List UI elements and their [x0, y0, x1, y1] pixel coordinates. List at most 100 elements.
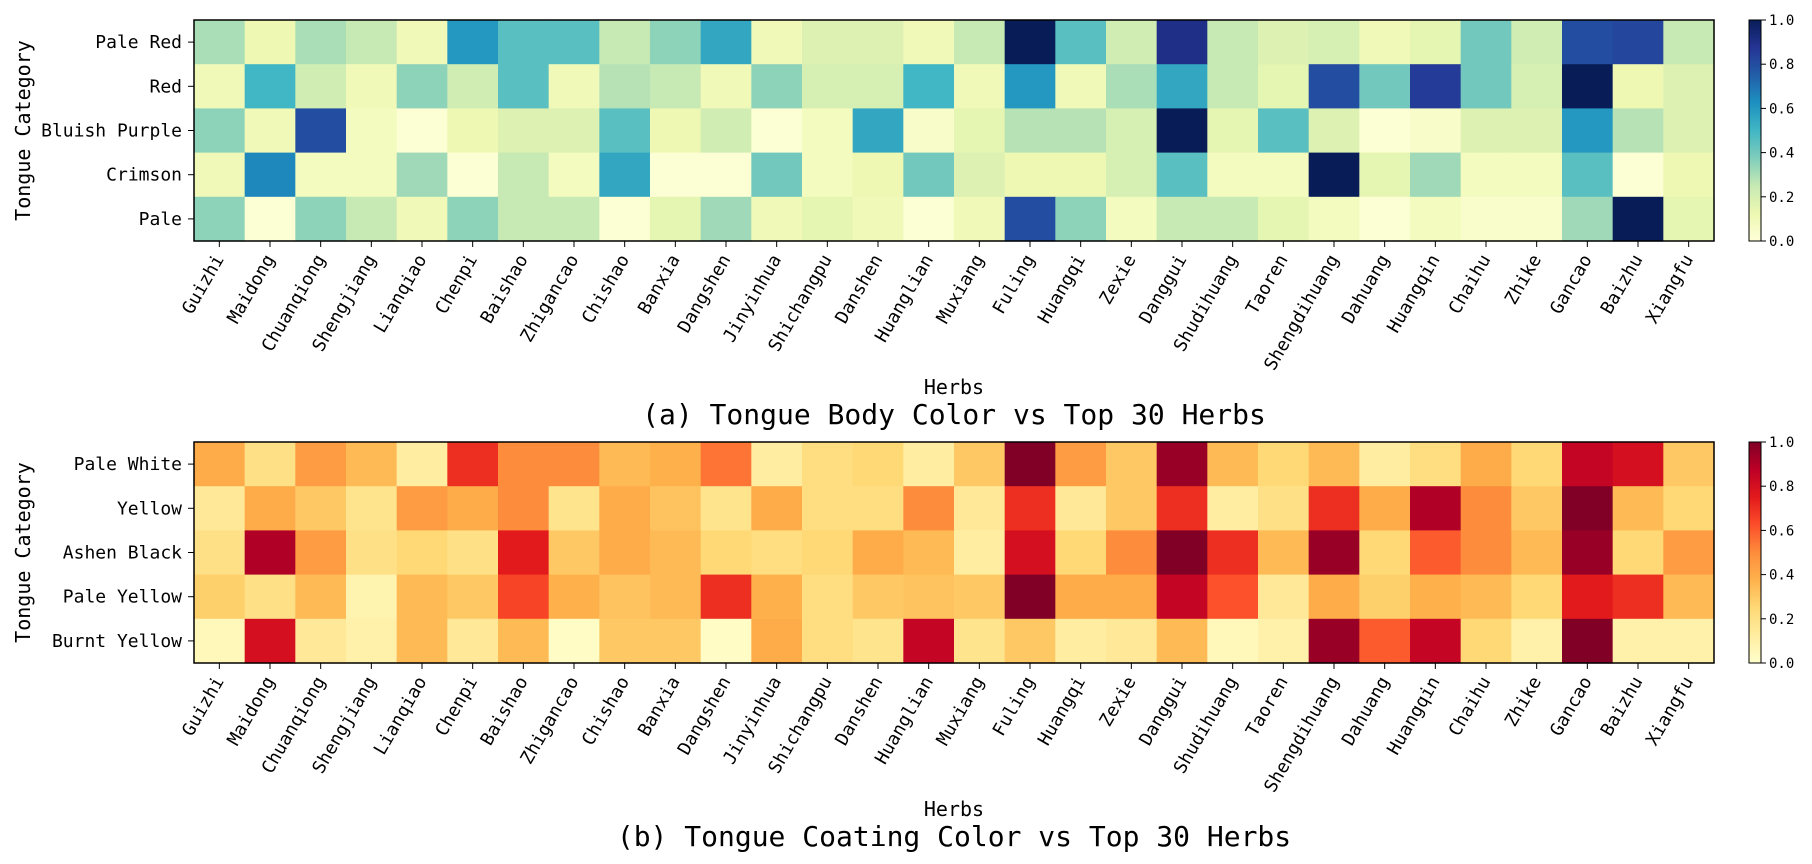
heatmap-cell: [903, 20, 955, 65]
heatmap-cell: [1156, 152, 1208, 198]
heatmap-cell: [1410, 442, 1462, 487]
x-tick-labels-a: GuizhiMaidongChuanqiongShengjiangLianqia…: [178, 241, 1698, 374]
heatmap-cell: [903, 64, 955, 109]
y-tick-label: Bluish Purple: [41, 121, 182, 142]
heatmap-cell: [1004, 196, 1056, 242]
heatmap-cell: [700, 574, 752, 620]
heatmap-cell: [650, 618, 702, 664]
heatmap-cell: [244, 196, 296, 242]
x-tick-label: Baishao: [477, 673, 533, 749]
heatmap-cell: [396, 196, 448, 242]
x-tick-label: Fuling: [989, 673, 1040, 740]
heatmap-cell: [1612, 152, 1664, 198]
heatmap-cell: [244, 574, 296, 620]
heatmap-cell: [903, 108, 955, 154]
heatmap-cell: [1258, 196, 1310, 242]
heatmap-cell: [1410, 108, 1462, 154]
heatmap-cell: [650, 196, 702, 242]
heatmap-cell: [396, 108, 448, 154]
heatmap-cell: [1207, 196, 1259, 242]
x-tick-label: Danshen: [831, 673, 887, 749]
heatmap-cell: [852, 108, 904, 154]
x-tick-label: Fuling: [989, 251, 1040, 318]
heatmap-cell: [1663, 20, 1715, 65]
heatmap-cell: [903, 196, 955, 242]
heatmap-cell: [1258, 442, 1310, 487]
heatmap-cell: [1612, 64, 1664, 109]
heatmap-cell: [1258, 618, 1310, 664]
heatmap-cell: [447, 20, 499, 65]
heatmap-cell: [1511, 20, 1563, 65]
heatmap-cell: [1258, 20, 1310, 65]
heatmap-cell: [1258, 152, 1310, 198]
colorbar-b-ticks: 0.0 0.2 0.4 0.6 0.8 1.0: [1761, 435, 1794, 672]
colorbar-tick-label: 0.2: [1769, 190, 1794, 206]
heatmap-cell: [1359, 618, 1411, 664]
heatmap-cell: [1410, 486, 1462, 531]
x-tick-label: Zhike: [1501, 673, 1546, 730]
heatmap-cell: [1004, 486, 1056, 531]
heatmap-cell: [954, 574, 1006, 620]
plot-frame-b: [193, 441, 1715, 664]
heatmap-cell: [1207, 618, 1259, 664]
heatmap-cell: [650, 152, 702, 198]
heatmap-cell: [1308, 108, 1360, 154]
heatmap-cell: [1156, 486, 1208, 531]
heatmap-cell: [548, 20, 600, 65]
heatmap-cell: [295, 64, 347, 109]
heatmap-cell: [1612, 574, 1664, 620]
heatmap-cell: [498, 530, 550, 576]
heatmap-cell: [548, 196, 600, 242]
heatmap-cell: [244, 618, 296, 664]
chart-title-b: (b) Tongue Coating Color vs Top 30 Herbs: [617, 820, 1291, 853]
colorbar-a-ticks: 0.0 0.2 0.4 0.6 0.8 1.0: [1761, 13, 1794, 250]
heatmap-cell: [396, 152, 448, 198]
heatmap-cell: [1562, 618, 1614, 664]
heatmap-cell: [1156, 108, 1208, 154]
heatmap-cell: [1156, 442, 1208, 487]
x-tick-label: Taoren: [1242, 673, 1293, 740]
heatmap-cell: [1207, 486, 1259, 531]
heatmap-cell: [548, 618, 600, 664]
heatmap-cell: [1156, 196, 1208, 242]
heatmap-cell: [1511, 152, 1563, 198]
heatmap-cell: [700, 442, 752, 487]
heatmap-cell: [548, 108, 600, 154]
x-tick-label: Baishao: [477, 251, 533, 327]
heatmap-cell: [346, 196, 398, 242]
x-tick-label: Guizhi: [178, 251, 229, 318]
heatmap-cell: [447, 196, 499, 242]
heatmap-cell: [548, 442, 600, 487]
colorbar-a: 0.0 0.2 0.4 0.6 0.8 1.0: [1748, 13, 1794, 250]
y-tick-label: Pale Yellow: [63, 587, 182, 608]
heatmap-cell: [1562, 20, 1614, 65]
heatmap-cell: [346, 152, 398, 198]
heatmap-cell: [751, 618, 803, 664]
y-tick-label: Burnt Yellow: [52, 631, 182, 652]
heatmap-cell: [802, 196, 854, 242]
x-tick-label: Danggui: [1135, 673, 1191, 749]
heatmap-cell: [751, 108, 803, 154]
heatmap-cell: [1207, 64, 1259, 109]
heatmap-cell: [1106, 64, 1158, 109]
heatmap-cell: [700, 152, 752, 198]
x-tick-label: Chishao: [578, 251, 634, 327]
heatmap-cell: [1207, 530, 1259, 576]
heatmap-cell: [1004, 442, 1056, 487]
heatmap-cell: [1308, 152, 1360, 198]
heatmap-cell: [1663, 442, 1715, 487]
heatmap-cell: [396, 530, 448, 576]
heatmap-cell: [1511, 108, 1563, 154]
heatmap-cell: [700, 196, 752, 242]
heatmap-cell: [1207, 152, 1259, 198]
heatmap-cell: [1106, 574, 1158, 620]
heatmap-cell: [396, 20, 448, 65]
heatmap-cell: [599, 64, 651, 109]
heatmap-cell: [650, 442, 702, 487]
heatmap-cell: [903, 618, 955, 664]
heatmap-cell: [1055, 108, 1107, 154]
heatmap-cell: [1156, 574, 1208, 620]
heatmap-cell: [852, 618, 904, 664]
heatmap-cell: [751, 64, 803, 109]
heatmap-cell: [903, 486, 955, 531]
